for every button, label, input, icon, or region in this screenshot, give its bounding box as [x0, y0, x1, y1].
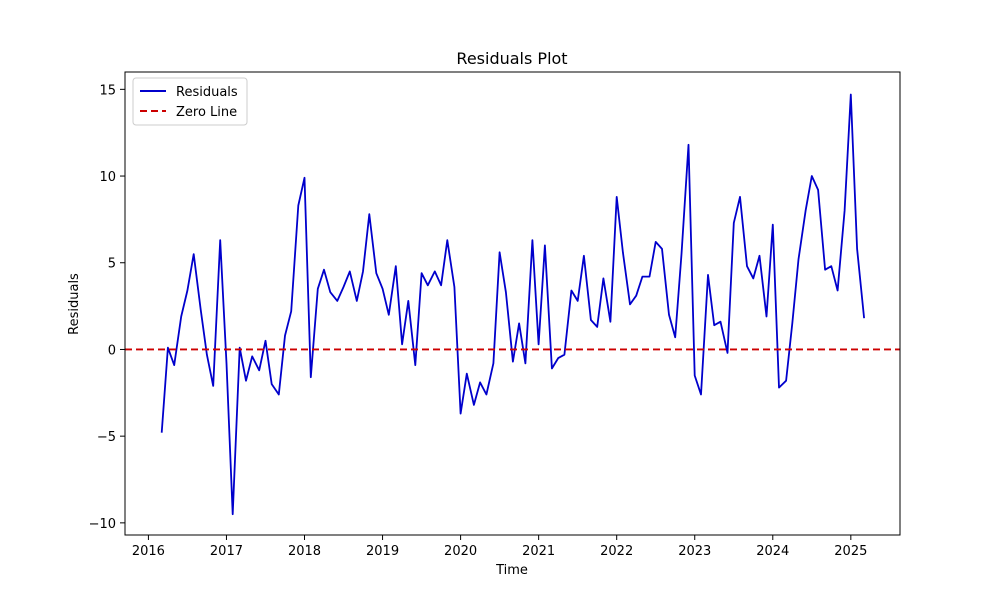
y-tick-label: 15	[99, 83, 116, 98]
x-tick-label: 2020	[444, 544, 477, 559]
chart-title: Residuals Plot	[456, 49, 567, 68]
y-axis-label: Residuals	[67, 273, 82, 335]
x-tick-label: 2021	[522, 544, 555, 559]
x-tick-label: 2022	[600, 544, 633, 559]
y-tick-label: 10	[99, 170, 116, 185]
x-tick-label: 2025	[834, 544, 867, 559]
y-axis: −10 −5 0 5 10 15	[89, 83, 125, 532]
y-tick-label: −5	[97, 430, 116, 445]
x-axis: 2016 2017 2018 2019 2020 2021 2022 2023 2024 2025	[132, 535, 867, 559]
x-tick-label: 2024	[756, 544, 789, 559]
legend-residuals-label: Residuals	[176, 85, 238, 100]
x-axis-label: Time	[495, 563, 528, 578]
legend: Residuals Zero Line	[132, 77, 248, 126]
x-tick-label: 2017	[210, 544, 243, 559]
y-tick-label: 0	[108, 343, 116, 358]
legend-box	[132, 77, 248, 126]
plot-marks	[125, 93, 900, 516]
x-tick-label: 2023	[678, 544, 711, 559]
x-tick-label: 2018	[288, 544, 321, 559]
y-tick-label: 5	[108, 257, 116, 272]
x-tick-label: 2016	[132, 544, 165, 559]
series-line-residuals	[160, 93, 865, 516]
plot-frame	[124, 71, 901, 536]
x-tick-label: 2019	[366, 544, 399, 559]
y-tick-label: −10	[89, 517, 116, 532]
legend-zero-line-label: Zero Line	[176, 105, 237, 120]
